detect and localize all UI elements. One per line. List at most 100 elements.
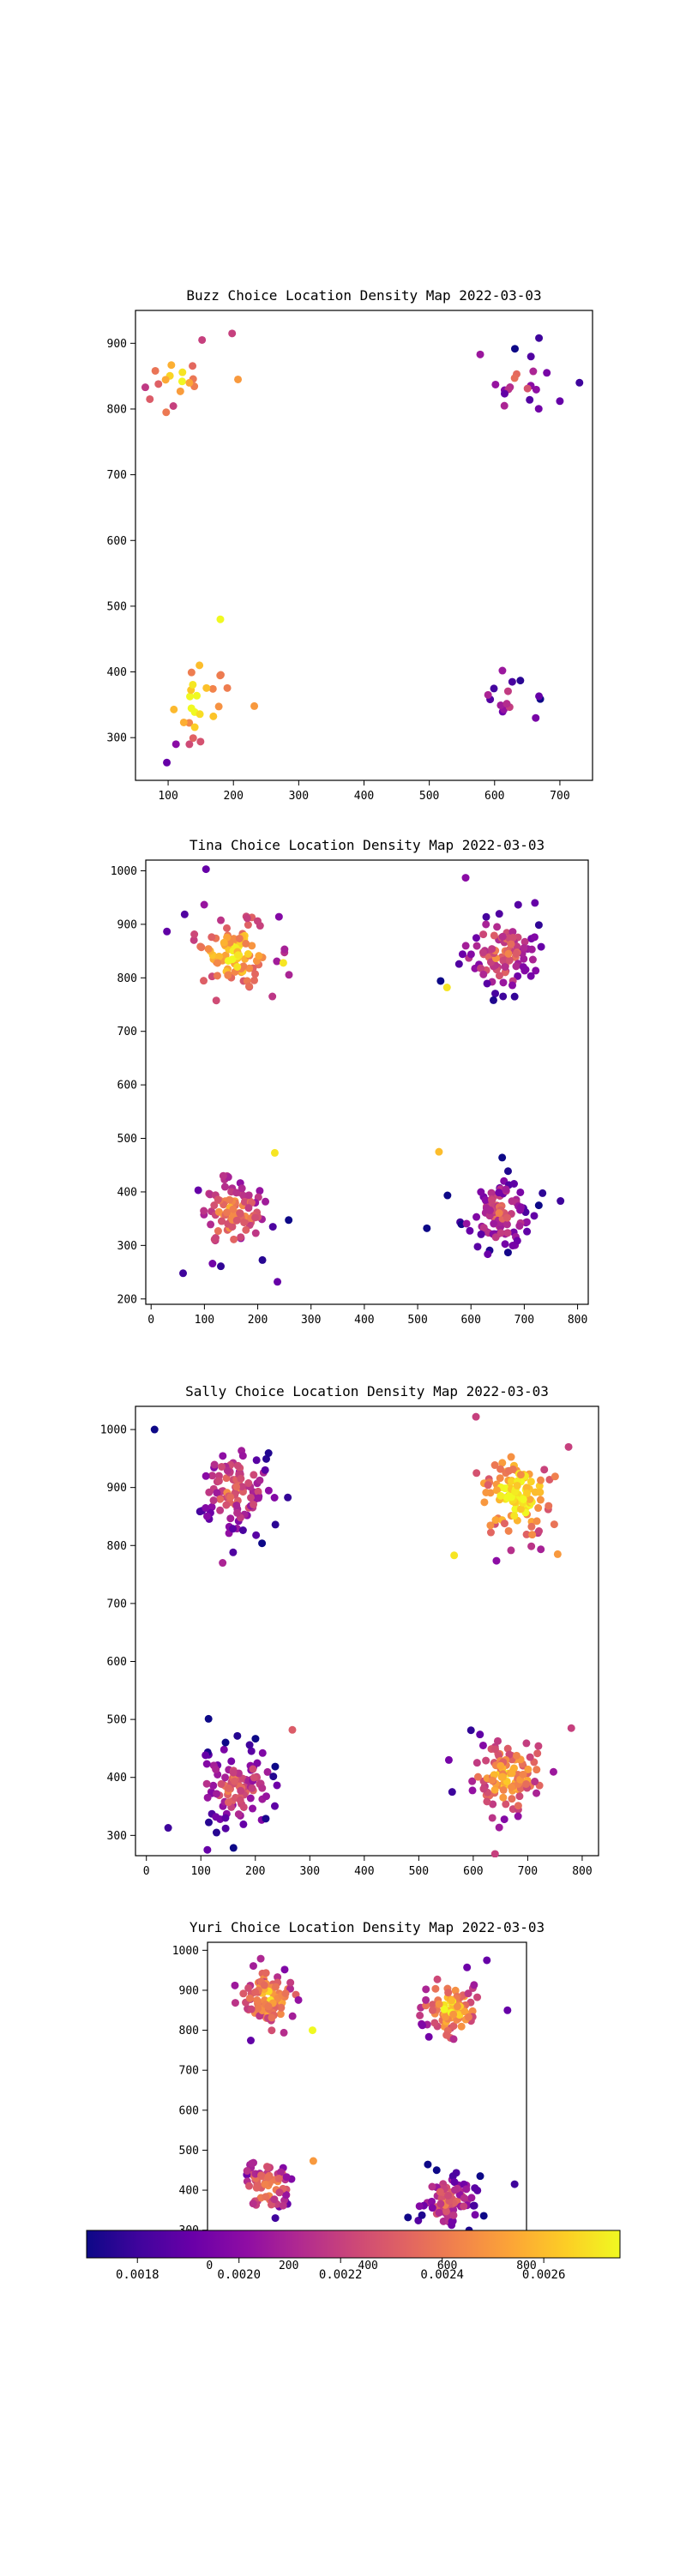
data-point [268,1223,277,1231]
data-point [254,1487,262,1496]
data-point [236,1796,244,1804]
data-point [532,966,540,975]
data-point [535,334,544,342]
data-point [238,1483,246,1491]
data-point [284,1493,292,1502]
data-point [253,917,262,925]
scatter-plot-3: Sally Choice Location Density Map 2022-0… [100,1383,599,1878]
data-point [496,1474,504,1483]
data-point [285,1216,293,1225]
data-point [490,931,498,940]
data-point [435,1147,443,1156]
data-point [493,923,502,931]
data-point [490,1745,499,1754]
data-point [491,990,500,998]
data-point [526,395,534,404]
data-point [502,1800,510,1809]
data-point [495,972,503,980]
data-point [202,1504,210,1513]
data-point [528,955,537,964]
data-point [533,1789,541,1797]
points-layer [163,865,565,1286]
data-point [223,924,232,932]
data-point [507,1783,515,1791]
data-point [220,1183,229,1191]
data-point [244,1204,253,1213]
data-point [524,1765,533,1773]
data-point [521,937,529,946]
data-point [551,1472,559,1481]
data-point [219,1559,227,1568]
data-point [269,1773,278,1781]
data-point [221,1773,230,1782]
y-tick-label: 600 [179,2104,199,2117]
data-point [226,1195,234,1204]
data-point [491,1516,500,1525]
data-point [503,687,512,695]
y-tick-label: 1000 [172,1945,199,1958]
data-point [497,1773,506,1781]
data-point [519,1495,527,1503]
data-point [233,1731,242,1740]
data-point [202,1472,210,1480]
data-point [528,1531,537,1539]
points-layer [224,1954,519,2246]
data-point [483,1797,491,1806]
data-point [239,1989,248,1998]
data-point [294,1995,303,2004]
data-point [210,1460,219,1469]
data-point [466,1226,474,1235]
data-point [220,938,228,947]
x-tick-label: 400 [358,2260,377,2272]
data-point [262,2193,270,2201]
data-point [526,1753,534,1761]
data-point [448,1996,456,2005]
y-tick-label: 800 [117,972,137,985]
x-tick-label: 400 [354,1865,374,1878]
data-point [514,1802,522,1810]
data-point [479,970,488,978]
data-point [536,1476,545,1484]
data-point [428,2204,436,2212]
data-point [442,2013,450,2021]
data-point [491,1233,500,1242]
data-point [208,1502,216,1511]
data-point [448,2172,457,2181]
data-point [460,2194,468,2202]
data-point [251,1229,260,1237]
data-point [250,1501,258,1509]
data-point [268,2026,276,2035]
data-point [274,912,283,921]
data-point [270,1802,279,1810]
data-point [511,1505,520,1514]
y-tick-label: 800 [179,2025,199,2037]
data-point [510,374,519,382]
data-point [503,2006,512,2014]
data-point [510,345,519,353]
data-point [167,361,176,370]
data-point [244,921,252,930]
data-point [208,684,217,693]
data-point [567,1724,575,1732]
data-point [509,1179,518,1188]
data-point [458,950,466,959]
data-point [261,2180,269,2188]
data-point [247,1493,256,1502]
data-point [490,1219,498,1228]
data-point [179,1269,188,1278]
data-point [534,1504,543,1513]
data-point [236,1209,244,1218]
data-point [213,972,221,980]
data-point [527,1478,535,1486]
data-point [208,1472,217,1480]
data-point [202,1751,210,1760]
data-point [217,1779,226,1788]
data-point [216,671,225,679]
data-point [522,1484,531,1492]
data-point [517,1203,526,1212]
data-point [235,934,244,942]
data-point [245,1994,254,2002]
data-point [512,1751,521,1760]
x-tick-label: 100 [190,1865,210,1878]
data-point [499,992,508,1001]
